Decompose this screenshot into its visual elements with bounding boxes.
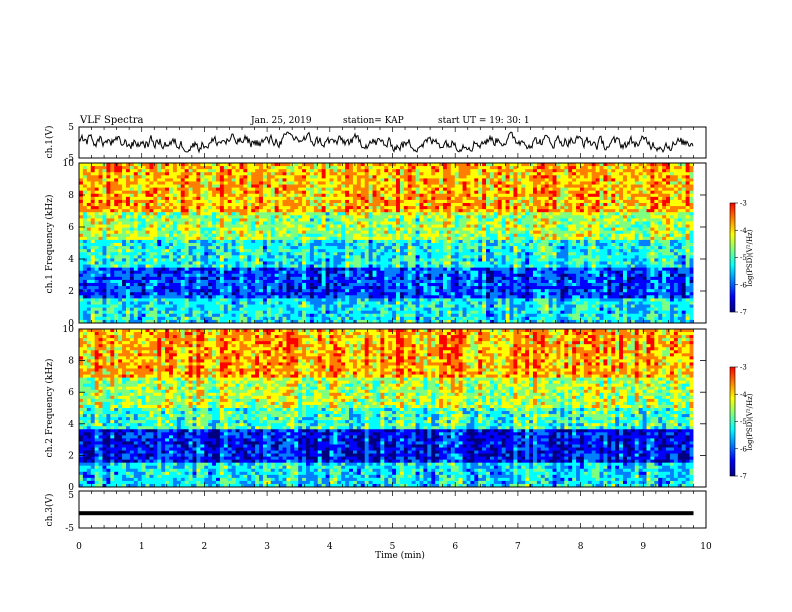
colorbar-tick-label: -3	[740, 200, 747, 208]
ch1-ytick-bottom: -5	[65, 154, 74, 164]
colorbar-ch1-label: log(PSD)(V²/Hz)	[746, 229, 754, 286]
ch2-spectrogram-panel: 0 2 4 6 8 10 ch.2 Frequency (kHz)	[44, 325, 707, 493]
colorbar-ch2-label: log(PSD)(V²/Hz)	[746, 393, 754, 450]
colorbar-tick-label: -7	[740, 473, 747, 481]
x-tick-label: 3	[264, 542, 270, 552]
ch2-spec-ytick-label: 0	[68, 483, 74, 493]
x-tick-label: 10	[700, 542, 712, 552]
colorbar-tick-label: -7	[740, 309, 747, 317]
ch1-spec-ytick-label: 8	[68, 191, 74, 201]
colorbar-tick-label: -4	[740, 227, 747, 235]
ch3-ytick-top: 5	[68, 491, 74, 501]
ch1-spectrogram-image	[79, 163, 706, 324]
ch1-waveform-panel: 5 -5 ch.1(V)	[44, 123, 707, 164]
x-tick-label: 5	[390, 542, 396, 552]
colorbar-tick-label: -6	[740, 281, 747, 289]
ch2-spec-ylabel: ch.2 Frequency (kHz)	[44, 359, 55, 458]
ch2-spectrogram-image	[79, 329, 706, 488]
x-tick-label: 2	[202, 542, 208, 552]
ch2-spec-ytick-label: 10	[63, 325, 75, 335]
ch3-waveform-line	[79, 511, 694, 516]
x-tick-label: 8	[578, 542, 584, 552]
ch1-spectrogram-panel: 0 2 4 6 8 10 ch.1 Frequency (kHz)	[44, 159, 707, 329]
colorbar-tick-label: -3	[740, 364, 747, 372]
ch2-spec-ytick-label: 8	[68, 357, 74, 367]
ch1-spec-ytick-label: 6	[68, 223, 74, 233]
ch3-ytick-bottom: -5	[65, 524, 74, 534]
x-tick-label: 6	[452, 542, 458, 552]
station-label: station= KAP	[343, 116, 404, 126]
ch2-spec-ytick-label: 6	[68, 388, 74, 398]
ch1-spec-ytick-label: 0	[68, 319, 74, 329]
colorbar-tick-label: -5	[740, 254, 747, 262]
start-ut-label: start UT = 19: 30: 1	[438, 116, 530, 126]
colorbar-tick-label: -5	[740, 418, 747, 426]
colorbar-tick-label: -4	[740, 391, 747, 399]
ch3-waveform-panel: 5 -5 ch.3(V) 0 1 2 3 4 5 6 7 8 9 10 Time (min)	[44, 127, 712, 561]
ch2-spec-ytick-label: 2	[68, 451, 74, 461]
x-tick-label: 4	[327, 542, 333, 552]
x-tick-label: 9	[640, 542, 646, 552]
ch1-ylabel: ch.1(V)	[44, 126, 55, 159]
colorbar-ch2: -3 -4 -5 -6 -7 log(PSD)(V²/Hz)	[729, 364, 754, 481]
ch1-spec-ytick-label: 10	[63, 159, 75, 169]
ch1-spec-ytick-label: 2	[68, 287, 74, 297]
ch1-spec-ytick-label: 4	[68, 255, 74, 265]
ch1-spec-ylabel: ch.1 Frequency (kHz)	[44, 195, 55, 294]
figure-title: VLF Spectra	[79, 115, 144, 126]
colorbar-ch1: -3 -4 -5 -6 -7 log(PSD)(V²/Hz)	[729, 200, 754, 317]
ch2-spec-ytick-label: 4	[68, 420, 74, 430]
ch1-waveform-line	[78, 131, 694, 154]
colorbar-tick-label: -6	[740, 445, 747, 453]
ch1-ytick-top: 5	[68, 123, 74, 133]
x-tick-label: 1	[139, 542, 145, 552]
x-axis-label: Time (min)	[375, 550, 425, 561]
date-label: Jan. 25, 2019	[250, 116, 312, 126]
ch3-ylabel: ch.3(V)	[44, 494, 55, 527]
x-tick-label: 7	[515, 542, 521, 552]
x-tick-label: 0	[76, 542, 82, 552]
